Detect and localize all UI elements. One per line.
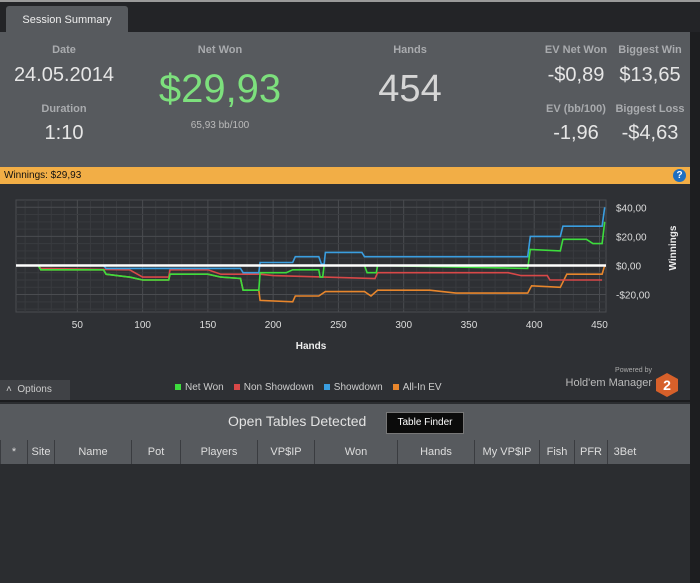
x-tick-label: 400 — [526, 320, 543, 331]
hands-label: Hands — [393, 44, 427, 56]
x-tick-label: 50 — [72, 320, 84, 331]
x-tick-label: 100 — [134, 320, 151, 331]
ev-bb-label: EV (bb/100) — [546, 103, 606, 115]
help-icon[interactable]: ? — [673, 169, 686, 182]
winnings-chart: 50 100 150 200 250 300 350 400 450 $40,00 $20,00 $0… — [0, 184, 690, 402]
column-header[interactable]: * — [0, 440, 27, 464]
net-won-value: $29,93 — [158, 67, 282, 111]
tab-bar: Session Summary — [0, 0, 700, 34]
y-tick-label: -$20,00 — [616, 291, 650, 302]
winnings-bar: Winnings: $29,93 ? — [0, 167, 690, 184]
series-line-net-won — [16, 221, 606, 291]
ev-bb-value: -1,96 — [553, 122, 599, 144]
net-won-label: Net Won — [197, 44, 243, 56]
y-tick-label: $40,00 — [616, 203, 647, 214]
series-line-non-showdown — [16, 264, 603, 281]
x-tick-label: 350 — [461, 320, 478, 331]
chart-svg: 50 100 150 200 250 300 350 400 450 $40,00 $20,00 $0… — [15, 199, 679, 352]
x-tick-label: 450 — [591, 320, 608, 331]
y-axis-label: Winnings — [668, 225, 679, 270]
options-label: Options — [17, 384, 52, 395]
open-tables-title: Open Tables Detected — [228, 413, 367, 429]
x-tick-label: 150 — [200, 320, 217, 331]
legend-allin-ev[interactable]: All-In EV — [392, 382, 442, 394]
bb-per-100: 65,93 bb/100 — [190, 120, 250, 131]
duration-value: 1:10 — [44, 122, 84, 144]
column-header[interactable]: Site — [27, 440, 54, 464]
biggest-loss-label: Biggest Loss — [615, 103, 685, 115]
date-value: 24.05.2014 — [13, 64, 115, 86]
x-tick-label: 200 — [265, 320, 282, 331]
column-header[interactable]: PFR — [574, 440, 607, 464]
column-header[interactable]: Won — [314, 440, 397, 464]
y-tick-label: $20,00 — [616, 232, 647, 243]
chart-legend: Net Won Non Showdown Showdown All-In EV — [175, 382, 442, 394]
x-tick-label: 300 — [395, 320, 412, 331]
column-header[interactable]: 3Bet — [607, 440, 642, 464]
column-header[interactable]: My VP$IP — [474, 440, 539, 464]
brand-logo: 2 — [656, 373, 678, 397]
table-finder-button[interactable]: Table Finder — [386, 412, 464, 434]
series-line-showdown — [16, 207, 606, 274]
legend-showdown[interactable]: Showdown — [323, 382, 383, 394]
column-header[interactable]: VP$IP — [257, 440, 314, 464]
column-header[interactable]: Hands — [397, 440, 474, 464]
column-header[interactable]: Players — [180, 440, 257, 464]
column-header[interactable]: Fish — [539, 440, 574, 464]
ev-net-won-value: -$0,89 — [547, 64, 605, 86]
table-header: * Site Name Pot Players VP$IP Won Hands My VP$IP… — [0, 440, 642, 464]
window-edge — [690, 32, 700, 583]
y-tick-label: $0,00 — [616, 261, 641, 272]
duration-label: Duration — [41, 103, 87, 115]
biggest-win-label: Biggest Win — [618, 44, 682, 56]
winnings-title: Winnings: $29,93 — [4, 170, 82, 181]
powered-by: Powered by — [615, 367, 652, 374]
date-label: Date — [52, 44, 76, 56]
brand-name: Hold'em Manager — [565, 377, 652, 389]
column-header[interactable]: Pot — [131, 440, 180, 464]
x-axis-label: Hands — [296, 341, 327, 352]
tab-session-summary[interactable]: Session Summary — [6, 6, 128, 34]
hands-value: 454 — [378, 68, 442, 110]
open-tables-panel: Open Tables Detected Table Finder * Site N… — [0, 404, 690, 583]
options-button[interactable]: ˄ Options — [0, 380, 70, 400]
x-tick-label: 250 — [330, 320, 347, 331]
legend-non-showdown[interactable]: Non Showdown — [233, 382, 314, 394]
session-summary-panel: Date 24.05.2014 Duration 1:10 Net Won $2… — [0, 32, 690, 167]
biggest-win-value: $13,65 — [619, 64, 681, 86]
ev-net-won-label: EV Net Won — [544, 44, 608, 56]
legend-net-won[interactable]: Net Won — [175, 382, 224, 394]
biggest-loss-value: -$4,63 — [621, 122, 679, 144]
column-header[interactable]: Name — [54, 440, 131, 464]
